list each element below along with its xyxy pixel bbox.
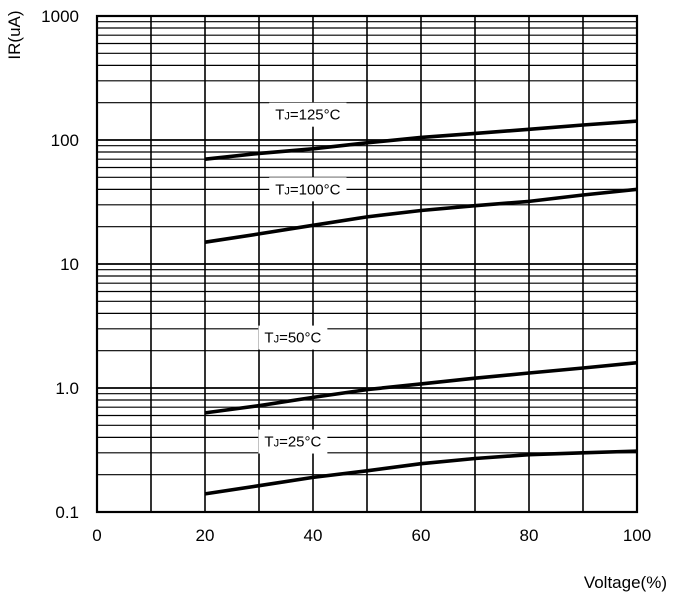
plot-frame [95,14,639,514]
x-axis-title: Voltage(%) [584,573,667,592]
series-label-prefix: T [275,181,284,198]
series-label-prefix: T [264,434,273,451]
series-label-suffix: =50°C [279,330,321,347]
series-label-3: TJ=25°C [264,434,321,451]
y-tick-label: 100 [51,131,79,150]
y-tick-label: 0.1 [55,503,79,522]
x-tick-label: 20 [196,526,215,545]
series-label-prefix: T [264,330,273,347]
series-label-subscript: J [274,438,280,450]
series-label-0: TJ=125°C [275,107,340,124]
series-label-1: TJ=100°C [275,181,340,198]
y-tick-label: 1000 [41,7,79,26]
series-label-2: TJ=50°C [264,330,321,347]
curves [204,119,638,496]
series-label-suffix: =125°C [290,107,341,124]
series-label-suffix: =25°C [279,434,321,451]
x-tick-label: 80 [520,526,539,545]
series-label-subscript: J [284,185,290,197]
x-tick-label: 60 [412,526,431,545]
series-label-prefix: T [275,107,284,124]
x-tick-label: 0 [92,526,101,545]
series-label-background-3 [258,429,328,454]
x-tick-label: 40 [304,526,323,545]
series-label-background-1 [269,177,347,202]
y-tick-label: 10 [60,255,79,274]
series-label-background-2 [258,325,328,350]
series-label-subscript: J [274,334,280,346]
series-line-0 [204,119,638,161]
series-line-1 [204,187,638,244]
y-tick-label: 1.0 [55,379,79,398]
series-line-3 [204,449,638,496]
x-tick-label: 100 [623,526,651,545]
curve-labels: TJ=125°CTJ=100°CTJ=50°CTJ=25°C [258,102,347,454]
series-label-background-0 [269,102,347,127]
y-axis-title: IR(uA) [5,10,24,59]
series-line-2 [204,360,638,415]
series-label-subscript: J [284,111,290,123]
tick-labels: 0 20 40 60 80 100 0.1 1.0 10 100 1000 [41,7,651,545]
grid [97,16,637,512]
plot-border [95,14,639,514]
series-label-suffix: =100°C [290,181,341,198]
